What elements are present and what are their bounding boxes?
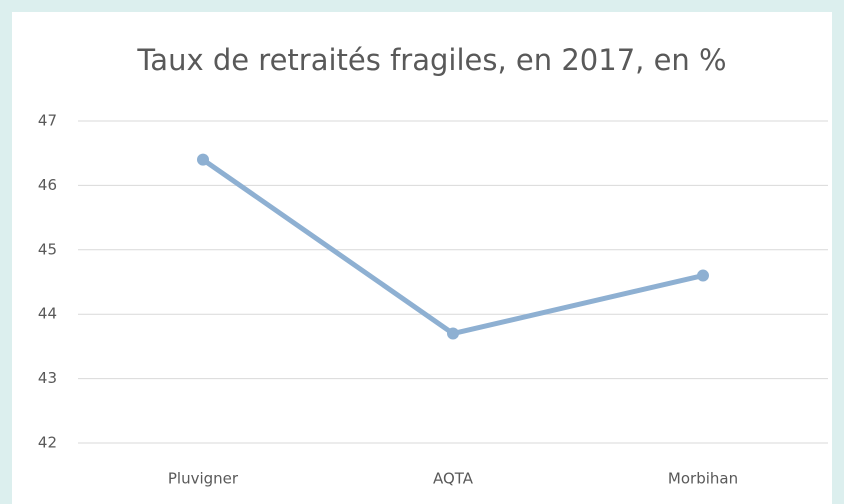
y-tick-label: 44	[38, 305, 57, 323]
x-tick-label: AQTA	[433, 470, 474, 488]
x-tick-label: Pluvigner	[168, 470, 239, 488]
y-tick-label: 43	[38, 369, 57, 387]
chart-title: Taux de retraités fragiles, en 2017, en …	[136, 43, 726, 77]
point	[447, 327, 459, 340]
point	[197, 153, 209, 166]
y-tick-label: 46	[38, 176, 57, 194]
point	[697, 269, 709, 282]
chart-area	[12, 12, 832, 504]
y-tick-label: 47	[38, 112, 57, 130]
y-tick-label: 45	[38, 240, 57, 258]
y-tick-label: 42	[38, 434, 57, 452]
x-tick-label: Morbihan	[668, 470, 738, 488]
